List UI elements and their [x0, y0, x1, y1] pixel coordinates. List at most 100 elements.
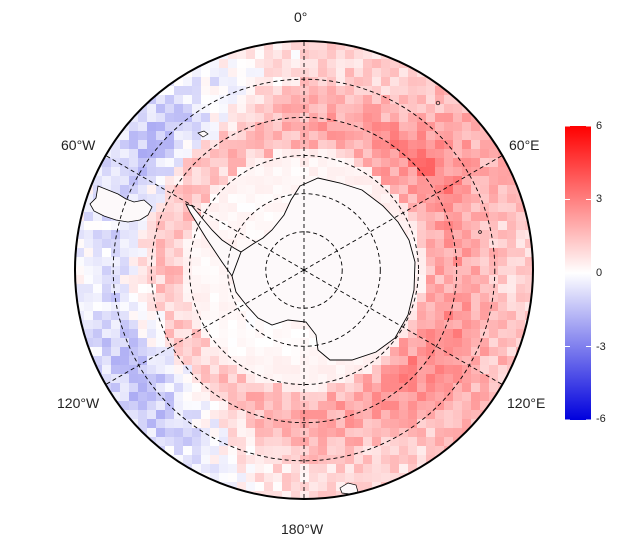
field-cell [453, 329, 463, 339]
field-cell [138, 329, 148, 339]
field-cell [381, 131, 391, 141]
field-cell [264, 446, 274, 456]
field-cell [183, 455, 193, 465]
field-cell [147, 347, 157, 357]
field-cell [192, 239, 202, 249]
field-cell [156, 140, 166, 150]
field-cell [255, 383, 265, 393]
field-cell [291, 50, 301, 60]
field-cell [75, 239, 85, 249]
field-cell [246, 347, 256, 357]
field-cell [309, 158, 319, 168]
field-cell [471, 194, 481, 204]
field-cell [399, 437, 409, 447]
field-cell [417, 77, 427, 87]
field-cell [525, 302, 533, 312]
field-cell [183, 428, 193, 438]
field-cell [228, 77, 238, 87]
field-cell [237, 167, 247, 177]
field-cell [372, 140, 382, 150]
field-cell [210, 329, 220, 339]
field-cell [264, 491, 274, 499]
field-cell [399, 203, 409, 213]
field-cell [165, 158, 175, 168]
field-cell [183, 230, 193, 240]
field-cell [408, 203, 418, 213]
field-cell [480, 194, 490, 204]
field-cell [417, 338, 427, 348]
field-cell [462, 401, 472, 411]
field-cell [120, 356, 130, 366]
field-cell [390, 158, 400, 168]
field-cell [165, 374, 175, 384]
field-cell [417, 131, 427, 141]
field-cell [210, 338, 220, 348]
field-cell [363, 410, 373, 420]
field-cell [228, 401, 238, 411]
field-cell [507, 320, 517, 330]
field-cell [156, 338, 166, 348]
field-cell [228, 221, 238, 231]
field-cell [480, 257, 490, 267]
field-cell [363, 122, 373, 132]
field-cell [165, 446, 175, 456]
field-cell [363, 356, 373, 366]
field-cell [246, 140, 256, 150]
field-cell [462, 167, 472, 177]
field-cell [255, 455, 265, 465]
field-cell [336, 410, 346, 420]
field-cell [210, 131, 220, 141]
field-cell [192, 122, 202, 132]
field-cell [453, 248, 463, 258]
field-cell [291, 491, 301, 499]
field-cell [273, 185, 283, 195]
field-cell [408, 68, 418, 78]
field-cell [84, 338, 94, 348]
field-cell [462, 230, 472, 240]
field-cell [435, 257, 445, 267]
field-cell [489, 212, 499, 222]
field-cell [192, 68, 202, 78]
field-cell [471, 266, 481, 276]
field-cell [282, 491, 292, 499]
field-cell [255, 473, 265, 483]
field-cell [471, 365, 481, 375]
field-cell [444, 257, 454, 267]
field-cell [480, 212, 490, 222]
field-cell [336, 77, 346, 87]
field-cell [390, 95, 400, 105]
field-cell [363, 446, 373, 456]
field-cell [372, 86, 382, 96]
field-cell [165, 95, 175, 105]
field-cell [156, 374, 166, 384]
field-cell [282, 347, 292, 357]
field-cell [264, 59, 274, 69]
field-cell [345, 446, 355, 456]
field-cell [318, 167, 328, 177]
field-cell [444, 194, 454, 204]
field-cell [489, 194, 499, 204]
field-cell [390, 383, 400, 393]
field-cell [219, 149, 229, 159]
field-cell [435, 167, 445, 177]
field-cell [399, 347, 409, 357]
field-cell [354, 455, 364, 465]
field-cell [390, 437, 400, 447]
field-cell [435, 86, 445, 96]
field-cell [282, 473, 292, 483]
field-cell [345, 131, 355, 141]
field-cell [318, 464, 328, 474]
field-cell [489, 257, 499, 267]
field-cell [192, 113, 202, 123]
field-cell [444, 149, 454, 159]
field-cell [309, 131, 319, 141]
lon-label-60w: 60°W [61, 137, 96, 153]
field-cell [93, 356, 103, 366]
field-cell [210, 302, 220, 312]
field-cell [408, 167, 418, 177]
field-cell [462, 329, 472, 339]
field-cell [165, 86, 175, 96]
field-cell [174, 428, 184, 438]
field-cell [408, 401, 418, 411]
field-cell [93, 230, 103, 240]
